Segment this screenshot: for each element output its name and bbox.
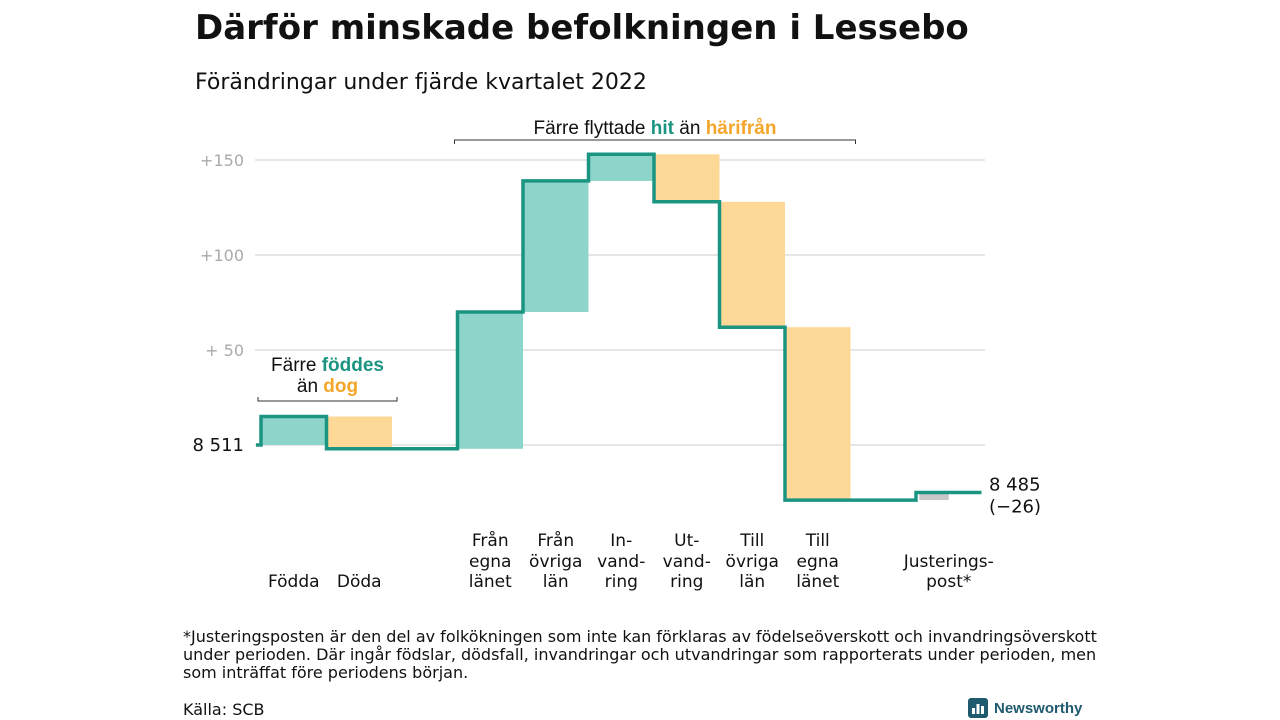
end-value-label: 8 485 bbox=[989, 475, 1041, 496]
brand-name: Newsworthy bbox=[994, 699, 1083, 717]
source-label: Källa: SCB bbox=[183, 700, 265, 719]
x-category-label: Från övriga län bbox=[529, 531, 583, 592]
brand-logo: Newsworthy bbox=[968, 696, 1082, 720]
births-annotation-line2: än dog bbox=[297, 376, 358, 397]
births-annotation-line1: Färre föddes bbox=[271, 355, 384, 376]
waterfall-bar bbox=[261, 416, 327, 445]
moves-bracket bbox=[454, 139, 856, 144]
x-category-label: Döda bbox=[336, 572, 382, 592]
waterfall-bar bbox=[457, 312, 523, 449]
waterfall-bar bbox=[919, 492, 949, 501]
waterfall-bar bbox=[326, 416, 392, 449]
waterfall-bar bbox=[654, 154, 720, 202]
x-category-label: Födda bbox=[267, 572, 320, 592]
chart-subtitle: Förändringar under fjärde kvartalet 2022 bbox=[195, 70, 647, 95]
chart-title: Därför minskade befolkningen i Lessebo bbox=[195, 8, 969, 48]
y-tick-label: + 50 bbox=[205, 341, 244, 360]
waterfall-bar bbox=[785, 327, 851, 501]
x-category-label: Justerings- post* bbox=[903, 551, 994, 593]
waterfall-bar bbox=[588, 154, 654, 181]
y-tick-label: +100 bbox=[200, 246, 244, 265]
x-category-label: Från egna länet bbox=[468, 531, 512, 592]
end-change-label: (−26) bbox=[989, 497, 1041, 518]
births-bracket bbox=[257, 397, 398, 402]
start-value-label: 8 511 bbox=[192, 435, 244, 456]
x-category-label: Till egna länet bbox=[796, 531, 840, 592]
waterfall-bar bbox=[719, 201, 785, 328]
footnote: *Justeringsposten är den del av folkökni… bbox=[183, 627, 1097, 682]
waterfall-bar bbox=[523, 180, 589, 312]
y-tick-label: +150 bbox=[200, 151, 244, 170]
x-category-label: Till övriga län bbox=[725, 531, 779, 592]
moves-annotation: Färre flyttade hit än härifrån bbox=[534, 118, 777, 139]
x-category-label: Ut- vand- ring bbox=[662, 531, 711, 592]
x-category-label: In- vand- ring bbox=[597, 531, 646, 592]
cumulative-step-line bbox=[256, 152, 982, 502]
bar-chart-icon bbox=[968, 698, 988, 718]
